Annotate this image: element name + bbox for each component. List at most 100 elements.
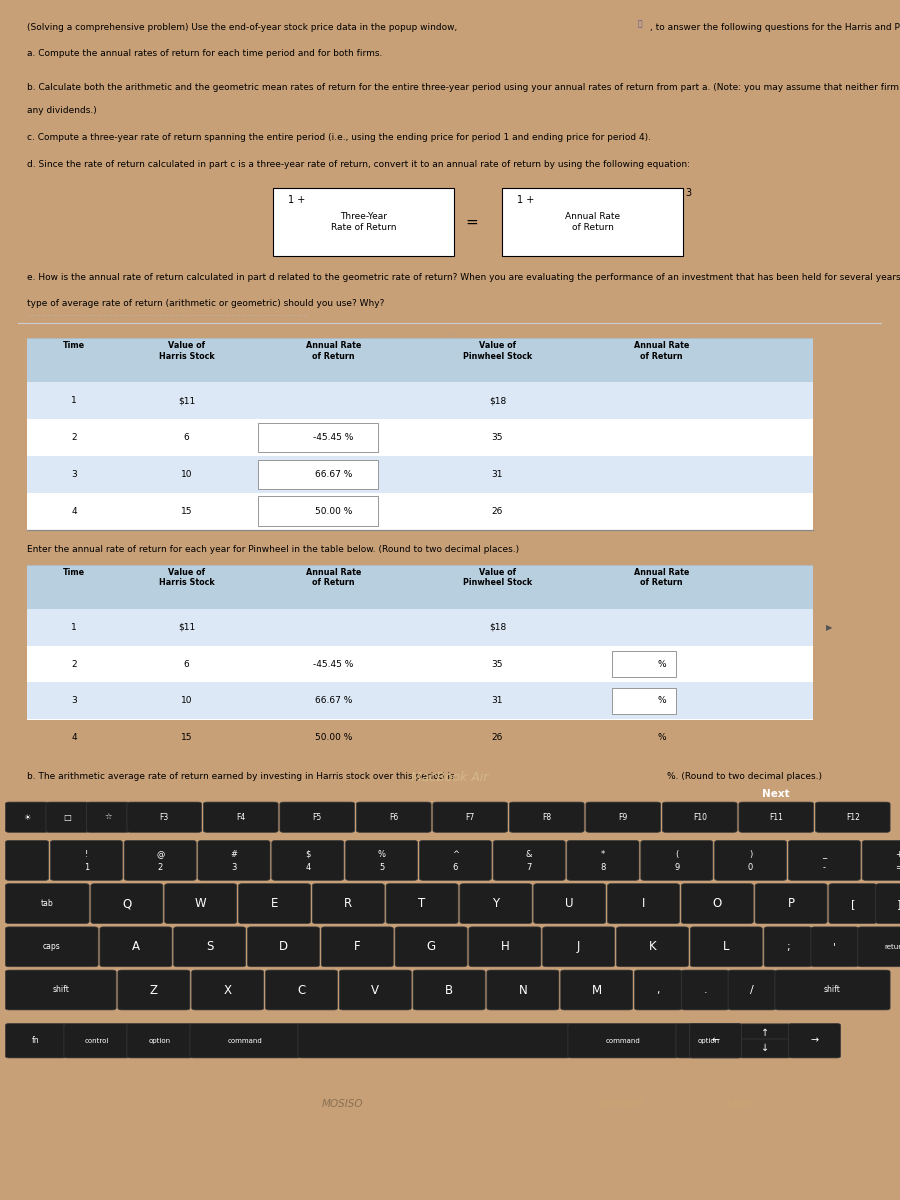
Text: A: A: [132, 941, 140, 953]
Text: C: C: [297, 984, 306, 996]
Text: Q: Q: [122, 898, 131, 910]
FancyBboxPatch shape: [280, 802, 355, 833]
Text: 5: 5: [379, 863, 384, 872]
FancyBboxPatch shape: [612, 650, 677, 678]
Text: S: S: [206, 941, 213, 953]
Text: -45.45 %: -45.45 %: [313, 660, 354, 668]
Text: /: /: [750, 985, 754, 995]
FancyBboxPatch shape: [433, 802, 508, 833]
FancyBboxPatch shape: [469, 926, 541, 967]
FancyBboxPatch shape: [493, 840, 565, 881]
FancyBboxPatch shape: [258, 497, 378, 526]
Text: Value of
Pinwheel Stock: Value of Pinwheel Stock: [463, 341, 532, 361]
FancyBboxPatch shape: [5, 883, 89, 924]
FancyBboxPatch shape: [739, 1024, 791, 1043]
FancyBboxPatch shape: [127, 802, 202, 833]
Text: 2: 2: [158, 863, 163, 872]
Text: 1: 1: [84, 863, 89, 872]
FancyBboxPatch shape: [5, 802, 49, 833]
Text: 10: 10: [181, 470, 193, 479]
FancyBboxPatch shape: [27, 383, 813, 419]
Text: c. Compute a three-year rate of return spanning the entire period (i.e., using t: c. Compute a three-year rate of return s…: [27, 133, 651, 142]
Text: F4: F4: [236, 812, 246, 822]
FancyBboxPatch shape: [27, 608, 813, 646]
FancyBboxPatch shape: [27, 565, 813, 608]
FancyBboxPatch shape: [634, 970, 682, 1010]
FancyBboxPatch shape: [543, 926, 615, 967]
FancyBboxPatch shape: [413, 970, 485, 1010]
Text: _ _ _ _ _ _ _ _ _ _ _ _ _ _ _ _ _ _ _ _ _ _ _ _ _ _ _ _ _ _ _ _ _ _ _ _ _ _ _ _ : _ _ _ _ _ _ _ _ _ _ _ _ _ _ _ _ _ _ _ _ …: [27, 310, 309, 316]
Text: M: M: [591, 984, 602, 996]
Text: tab: tab: [40, 899, 54, 908]
Text: shift: shift: [52, 985, 69, 995]
Text: ,: ,: [657, 985, 660, 995]
Text: F12: F12: [846, 812, 860, 822]
Text: d. Since the rate of return calculated in part c is a three-year rate of return,: d. Since the rate of return calculated i…: [27, 160, 689, 169]
Text: return: return: [885, 943, 900, 950]
Text: ): ): [749, 850, 752, 859]
FancyBboxPatch shape: [829, 883, 877, 924]
Text: N: N: [518, 984, 527, 996]
Text: ;: ;: [786, 942, 790, 952]
Text: b. Calculate both the arithmetic and the geometric mean rates of return for the : b. Calculate both the arithmetic and the…: [27, 83, 900, 92]
Text: F8: F8: [542, 812, 552, 822]
Text: any dividends.): any dividends.): [27, 106, 96, 115]
Text: $18: $18: [489, 623, 506, 631]
FancyBboxPatch shape: [862, 840, 900, 881]
FancyBboxPatch shape: [720, 774, 832, 814]
Text: MacBook Air: MacBook Air: [411, 772, 489, 784]
Text: MOSISO: MOSISO: [321, 1099, 363, 1109]
FancyBboxPatch shape: [272, 840, 344, 881]
Text: =: =: [465, 215, 478, 229]
Text: Three-Year
Rate of Return: Three-Year Rate of Return: [331, 212, 396, 232]
Text: 1 +: 1 +: [288, 196, 305, 205]
FancyBboxPatch shape: [681, 970, 729, 1010]
FancyBboxPatch shape: [100, 926, 172, 967]
Text: ←: ←: [711, 1036, 720, 1045]
Text: ↓: ↓: [760, 1044, 770, 1054]
Text: F10: F10: [693, 812, 706, 822]
FancyBboxPatch shape: [876, 883, 900, 924]
Text: J: J: [577, 941, 580, 953]
FancyBboxPatch shape: [238, 883, 310, 924]
Text: H: H: [500, 941, 509, 953]
Text: .: .: [703, 985, 707, 995]
FancyBboxPatch shape: [298, 1024, 571, 1058]
FancyBboxPatch shape: [5, 970, 116, 1010]
Text: $: $: [305, 850, 310, 859]
FancyBboxPatch shape: [356, 802, 431, 833]
FancyBboxPatch shape: [561, 970, 633, 1010]
Text: □: □: [64, 812, 71, 822]
Text: 6: 6: [184, 433, 189, 442]
FancyBboxPatch shape: [567, 840, 639, 881]
FancyBboxPatch shape: [5, 1024, 67, 1058]
Text: type of average rate of return (arithmetic or geometric) should you use? Why?: type of average rate of return (arithmet…: [27, 299, 384, 307]
FancyBboxPatch shape: [715, 840, 787, 881]
Text: command: command: [228, 1038, 263, 1044]
FancyBboxPatch shape: [27, 456, 813, 493]
Text: -: -: [823, 863, 826, 872]
FancyBboxPatch shape: [689, 1024, 742, 1058]
Text: command: command: [598, 1099, 644, 1109]
FancyBboxPatch shape: [586, 802, 661, 833]
Text: 1: 1: [71, 396, 77, 406]
Text: caps: caps: [43, 942, 60, 952]
Text: 15: 15: [181, 733, 193, 742]
FancyBboxPatch shape: [568, 1024, 679, 1058]
FancyBboxPatch shape: [662, 802, 737, 833]
Text: $18: $18: [489, 396, 506, 406]
Text: 1 +: 1 +: [517, 196, 534, 205]
FancyBboxPatch shape: [676, 1024, 742, 1058]
Text: Annual Rate
of Return: Annual Rate of Return: [306, 341, 361, 361]
Text: 4: 4: [71, 506, 77, 516]
FancyBboxPatch shape: [690, 926, 762, 967]
Text: ': ': [833, 942, 836, 952]
Text: F5: F5: [312, 812, 322, 822]
Text: Annual Rate
of Return: Annual Rate of Return: [565, 212, 620, 232]
Text: -45.45 %: -45.45 %: [313, 433, 354, 442]
FancyBboxPatch shape: [127, 1024, 193, 1058]
Text: _: _: [823, 850, 826, 859]
Text: 31: 31: [491, 696, 503, 706]
FancyBboxPatch shape: [46, 802, 89, 833]
Text: shift: shift: [824, 985, 841, 995]
